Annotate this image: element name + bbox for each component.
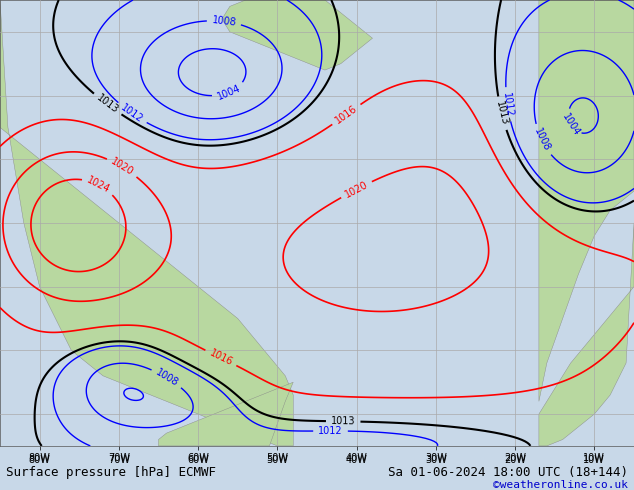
Text: 1013: 1013: [331, 416, 356, 426]
Text: 1016: 1016: [208, 348, 234, 368]
Text: 1012: 1012: [318, 426, 343, 436]
Text: 80W: 80W: [29, 453, 51, 463]
Text: 30W: 30W: [425, 453, 447, 463]
Text: Surface pressure [hPa] ECMWF: Surface pressure [hPa] ECMWF: [6, 466, 216, 479]
Polygon shape: [158, 382, 293, 446]
Text: 1013: 1013: [94, 93, 120, 116]
Text: 40W: 40W: [346, 453, 368, 463]
Text: 1020: 1020: [109, 156, 136, 178]
Polygon shape: [539, 223, 634, 446]
Polygon shape: [0, 0, 293, 446]
Text: 1024: 1024: [85, 175, 112, 195]
Text: 1008: 1008: [532, 127, 552, 153]
Text: 1012: 1012: [501, 92, 514, 117]
Text: Sa 01-06-2024 18:00 UTC (18+144): Sa 01-06-2024 18:00 UTC (18+144): [387, 466, 628, 479]
Text: 1020: 1020: [343, 179, 370, 199]
Text: 70W: 70W: [108, 453, 130, 463]
Text: 1012: 1012: [119, 102, 145, 124]
Text: 1004: 1004: [560, 112, 582, 138]
Text: 50W: 50W: [266, 453, 288, 463]
Text: 1004: 1004: [216, 83, 242, 102]
Text: 60W: 60W: [187, 453, 209, 463]
Polygon shape: [539, 0, 634, 401]
Text: 1013: 1013: [494, 100, 510, 126]
Text: 10W: 10W: [583, 453, 605, 463]
Text: 1008: 1008: [211, 15, 236, 28]
Polygon shape: [222, 0, 372, 70]
Text: ©weatheronline.co.uk: ©weatheronline.co.uk: [493, 480, 628, 490]
Text: 20W: 20W: [504, 453, 526, 463]
Text: 1008: 1008: [154, 368, 180, 389]
Text: 1016: 1016: [333, 103, 359, 125]
